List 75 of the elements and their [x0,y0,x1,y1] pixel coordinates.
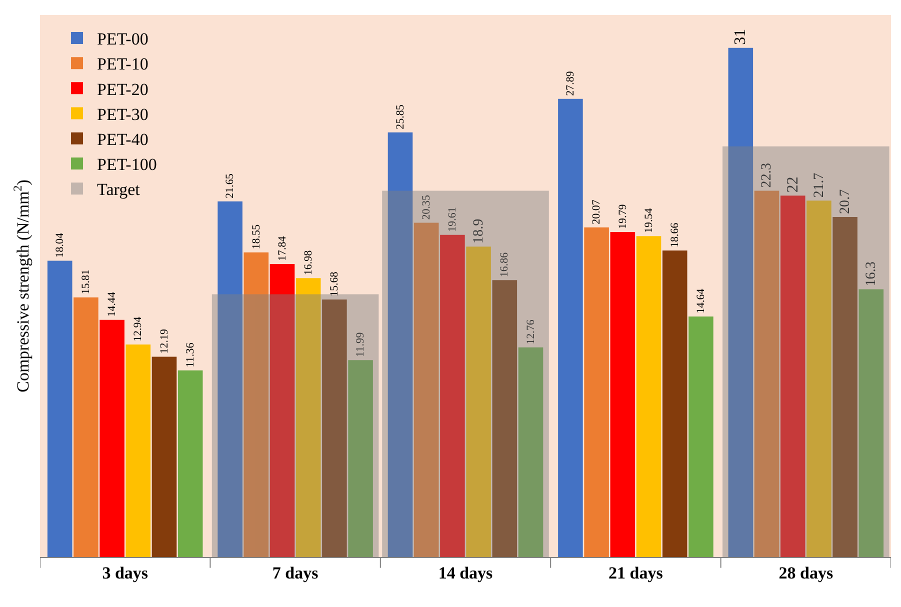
bar [722,146,890,557]
bar [754,190,780,557]
legend-label: PET-40 [97,130,148,149]
x-tick-label: 3 days [102,563,148,582]
x-tick-label: 7 days [272,563,319,582]
bar [858,289,884,557]
data-label: 14.64 [695,288,708,314]
legend-label: PET-30 [97,104,148,124]
bar [610,232,636,557]
legend-label: PET-00 [97,30,148,49]
bar [518,347,544,557]
data-label: 18.9 [470,218,487,244]
bar [440,234,465,557]
data-label: 11.99 [354,332,367,358]
bar [244,252,269,557]
bar [322,299,347,557]
legend-label: PET-10 [97,54,148,74]
x-tick-label: 14 days [438,563,494,582]
bar [126,344,151,557]
bar [832,217,858,557]
bar [688,316,714,557]
legend-label: PET-100 [97,155,157,174]
data-label: 25.85 [394,104,406,130]
data-label: 19.54 [642,208,655,234]
data-label: 18.04 [54,232,66,258]
data-label: 16.3 [863,261,880,286]
bar [178,370,203,557]
data-label: 12.19 [158,328,170,354]
data-label: 22.3 [758,162,775,188]
data-label: 31 [732,28,750,45]
data-label: 18.55 [250,224,262,250]
bar [348,360,373,557]
data-label: 15.81 [80,270,92,294]
data-label: 16.98 [302,250,314,276]
data-label: 16.86 [498,252,511,278]
bar [806,200,832,557]
bar [296,278,321,557]
bar [212,294,379,557]
data-label: 14.44 [106,292,118,317]
bar [492,280,518,557]
data-label: 18.66 [668,222,681,248]
bar [270,264,295,557]
data-label: 21.7 [810,172,827,198]
data-label: 22 [784,176,802,193]
bar [74,297,98,557]
data-label: 12.76 [524,319,537,344]
bar [388,132,413,557]
bar [466,246,491,557]
data-label: 17.84 [276,236,288,261]
bar [47,260,72,557]
bar [218,201,242,557]
data-label: 12.94 [132,316,144,342]
data-label: 19.79 [616,204,629,229]
bar [152,356,177,557]
bar [382,190,549,557]
data-label: 20.7 [837,189,854,214]
bar [780,196,806,557]
bar [728,48,754,557]
bar [662,250,688,557]
data-label: 27.89 [564,70,577,96]
data-label: 15.68 [328,271,341,296]
bar [414,222,439,557]
x-tick-label: 28 days [778,563,834,582]
data-label: 20.35 [420,194,432,220]
legend-label: Target [97,180,140,200]
legend-label: PET-20 [97,80,148,99]
bar [636,236,662,557]
data-label: 21.65 [224,173,236,198]
data-label: 11.36 [184,342,196,368]
x-tick-label: 21 days [608,563,664,582]
data-label: 19.61 [446,207,459,232]
bar [584,227,609,557]
bar [100,320,124,557]
data-label: 20.07 [590,199,603,224]
bar [558,98,583,557]
